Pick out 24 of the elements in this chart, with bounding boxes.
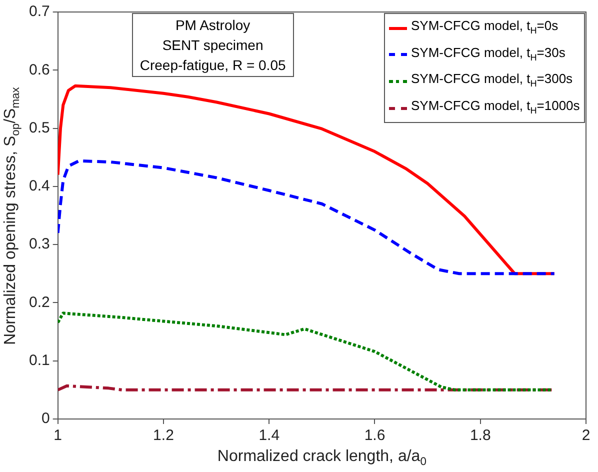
legend-label: SYM-CFCG model, t$_{H}$=300s — [411, 70, 573, 91]
y-tick-label: 0.1 — [28, 352, 50, 369]
y-tick-label: 0 — [42, 410, 50, 428]
x-tick-label: 1.6 — [364, 427, 386, 444]
x-tick-label: 1 — [54, 427, 62, 444]
y-tick-label: 0.5 — [28, 119, 50, 136]
line-series — [58, 159, 556, 276]
x-tick-label: 2 — [582, 427, 590, 444]
y-tick-label: 0.2 — [28, 294, 50, 311]
x-tick-label: 1.8 — [470, 427, 491, 444]
x-tick-label: 1.4 — [258, 427, 280, 444]
x-axis-title: Normalized crack length, a/a$_{0}$ — [217, 448, 426, 468]
y-tick-label: 0.4 — [28, 178, 50, 195]
legend-label: SYM-CFCG model, t$_{H}$=30s — [411, 44, 566, 64]
annotation: Creep-fatigue, R = 0.05 — [140, 56, 286, 75]
annotation: SENT specimen — [161, 36, 264, 55]
y-tick-label: 0.6 — [28, 61, 50, 78]
legend-label: SYM-CFCG model, t$_{H}$=1000s — [411, 96, 580, 118]
line-series — [58, 312, 554, 392]
legend-label: SYM-CFCG model, t$_{H}$=0s — [411, 17, 558, 38]
annotation: PM Astroloy — [174, 16, 252, 35]
y-tick-label: 0.7 — [28, 3, 50, 20]
x-tick-label: 1.2 — [153, 427, 174, 444]
y-tick-label: 0.3 — [28, 236, 50, 253]
